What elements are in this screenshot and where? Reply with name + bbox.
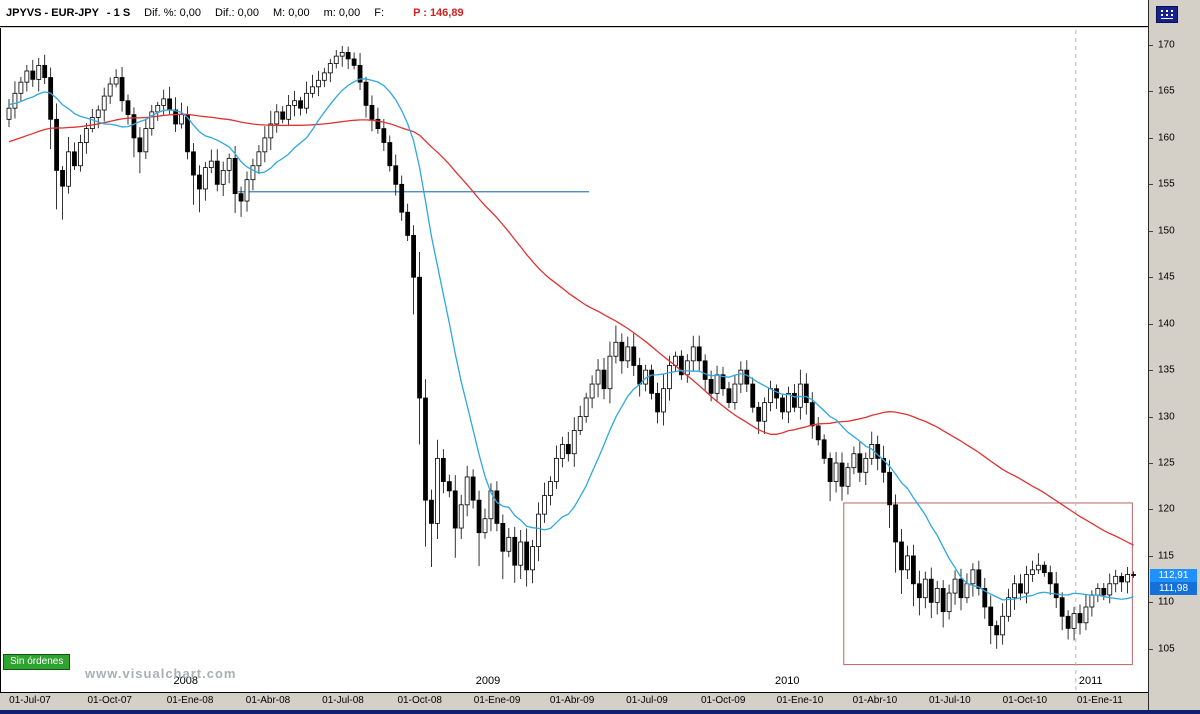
x-axis-label: 01-Ene-10 [776, 695, 824, 706]
x-axis-label: 01-Oct-08 [397, 695, 442, 706]
y-axis-tick [1149, 91, 1153, 93]
y-axis-label: 170 [1158, 39, 1175, 51]
y-axis-label: 155 [1158, 178, 1175, 190]
y-axis-label: 105 [1158, 643, 1175, 655]
y-axis-tick [1149, 555, 1153, 557]
fast-ma-line [8, 78, 1134, 601]
y-axis-label: 130 [1158, 411, 1175, 423]
x-axis-label: 01-Abr-10 [852, 695, 898, 706]
x-axis-label: 01-Ene-11 [1076, 695, 1123, 706]
x-axis-label: 01-Ene-08 [166, 695, 214, 706]
x-axis-label: 01-Oct-07 [87, 695, 132, 706]
y-axis-tick [1149, 509, 1153, 511]
year-label: 2011 [1079, 675, 1103, 687]
y-axis-label: 135 [1158, 364, 1175, 376]
min-field: m: 0,00 [323, 7, 361, 19]
y-axis-tick [1149, 44, 1153, 46]
last-price-tag: 112,91 [1150, 568, 1197, 582]
x-axis-label: 01-Jul-08 [322, 695, 364, 706]
y-axis-tick [1149, 648, 1153, 650]
last-price-field: P :146,89 [413, 7, 464, 19]
year-label: 2008 [173, 675, 197, 687]
x-axis-label: 01-Jul-09 [626, 695, 668, 706]
max-field: M: 0,00 [272, 7, 310, 19]
y-axis-tick [1149, 323, 1153, 325]
y-axis-label: 150 [1158, 225, 1175, 237]
slow-ma-line [8, 113, 1134, 546]
y-axis[interactable]: 170 165 160 155 150 145 140 135 130 125 120 115 110 1… [1148, 0, 1200, 714]
grid-icon [1161, 10, 1173, 19]
x-axis-label: 01-Abr-09 [549, 695, 595, 706]
x-axis-label: 01-Ene-09 [473, 695, 521, 706]
y-axis-tick [1149, 277, 1153, 279]
y-axis-label: 145 [1158, 271, 1175, 283]
x-axis-label: 01-Abr-08 [245, 695, 291, 706]
y-axis-tick [1149, 370, 1153, 372]
y-axis-label: 140 [1158, 318, 1175, 330]
dif-pct-field: Dif. %: 0,00 [144, 7, 201, 19]
year-label: 2009 [476, 675, 500, 687]
y-axis-tick [1149, 230, 1153, 232]
y-axis-tick [1149, 137, 1153, 139]
x-axis-label: 01-Oct-10 [1002, 695, 1048, 706]
dif-field: Dif.: 0,00 [215, 7, 259, 19]
x-axis-label: 01-Oct-09 [700, 695, 746, 706]
y-axis-label: 120 [1158, 503, 1175, 515]
price-chart[interactable]: 2008 2009 2010 2011 [1, 28, 1149, 692]
x-axis[interactable]: 01-Jul-07 01-Oct-07 01-Ene-08 01-Abr-08 01-J… [0, 693, 1148, 710]
x-axis-label: 01-Jul-07 [9, 695, 51, 706]
highlight-rectangle [843, 502, 1133, 666]
ma-price-tag: 111,98 [1150, 581, 1197, 595]
y-axis-tick [1149, 463, 1153, 465]
chart-plot-area: 2008 2009 2010 2011 Sin órdenes www.visualc… [0, 28, 1149, 693]
bottom-window-strip [0, 710, 1200, 714]
candlestick-series [6, 45, 1136, 649]
watermark: www.visualchart.com [85, 666, 237, 681]
chart-titlebar: JPYVS - EUR-JPY - 1 S Dif. %: 0,00 Dif.: 0… [0, 0, 1148, 27]
x-axis-label: 01-Jul-10 [929, 695, 971, 706]
status-badge: Sin órdenes [3, 654, 71, 670]
y-axis-label: 165 [1158, 85, 1175, 97]
y-axis-label: 160 [1158, 132, 1175, 144]
y-axis-label: 115 [1158, 550, 1174, 562]
f-field: F: [374, 7, 385, 19]
y-axis-tick [1149, 602, 1153, 604]
year-label: 2010 [775, 675, 799, 687]
symbol-title: JPYVS - EUR-JPY [6, 7, 99, 19]
chart-menu-button[interactable] [1156, 6, 1178, 23]
timeframe-label: - 1 S [106, 7, 131, 19]
y-axis-label: 125 [1158, 457, 1175, 469]
y-axis-tick [1149, 416, 1153, 418]
y-axis-label: 110 [1158, 596, 1174, 608]
y-axis-tick [1149, 184, 1153, 186]
